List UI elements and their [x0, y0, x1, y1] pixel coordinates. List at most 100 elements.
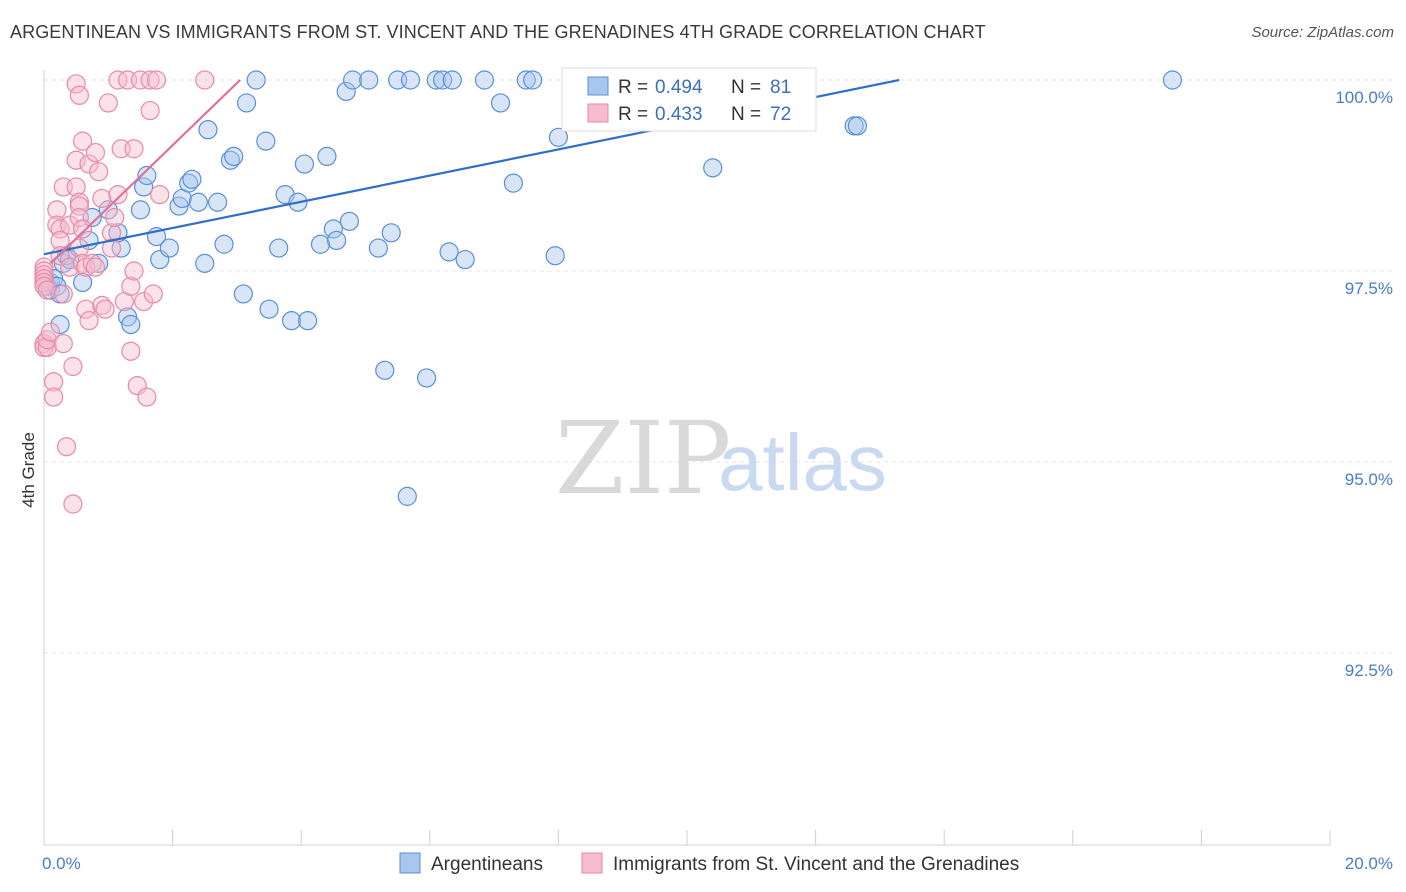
argentineans-point-65	[442, 70, 462, 90]
immigrants-point-61	[124, 139, 144, 159]
immigrants-point-52	[105, 207, 125, 228]
argentineans-point-10	[72, 272, 93, 293]
immigrants-point-36	[72, 219, 93, 239]
argentineans-point-51	[336, 81, 356, 102]
argentineans-point-54	[359, 70, 379, 90]
bottom-legend-immigrants: Immigrants from St. Vincent and the Gren…	[613, 854, 1019, 875]
immigrants-point-9	[37, 337, 57, 357]
argentineans-point-57	[381, 223, 401, 243]
legend-swatch-pink	[587, 103, 609, 123]
argentineans-point-55	[368, 238, 388, 258]
chart-title: ARGENTINEAN VS IMMIGRANTS FROM ST. VINCE…	[10, 22, 986, 42]
immigrants-point-71	[195, 70, 215, 90]
argentineans-point-50	[326, 230, 347, 251]
bottom-legend-swatch-immigrants	[581, 852, 603, 874]
legend-n-value-1: 81	[770, 77, 791, 98]
argentineans-point-67	[474, 70, 495, 90]
immigrants-point-40	[79, 311, 99, 331]
argentineans-point-41	[269, 238, 289, 258]
immigrants-point-11	[40, 322, 61, 342]
immigrants-point-64	[134, 291, 154, 312]
immigrants-point-22	[56, 437, 77, 457]
legend-swatch-blue	[587, 76, 609, 96]
immigrants-point-48	[95, 299, 115, 319]
bottom-legend-swatch-argentineans	[399, 852, 421, 874]
immigrants-point-16	[50, 219, 70, 239]
argentineans-point-32	[208, 192, 228, 212]
immigrants-point-17	[50, 230, 70, 251]
legend-n-label-1: N =	[731, 77, 761, 98]
immigrants-point-58	[121, 341, 141, 361]
argentineans-point-66	[455, 249, 475, 270]
argentineans-point-29	[188, 192, 208, 212]
immigrants-point-21	[53, 284, 73, 304]
argentineans-point-62	[426, 70, 446, 90]
argentineans-point-38	[246, 70, 266, 90]
immigrants-point-45	[89, 162, 109, 182]
immigrants-point-44	[85, 142, 106, 163]
immigrants-point-20	[53, 333, 73, 354]
series-immigrants-points	[34, 70, 215, 514]
argentineans-point-43	[281, 311, 302, 331]
immigrants-point-26	[63, 356, 83, 377]
legend-n-value-2: 72	[770, 104, 791, 125]
watermark-zip: ZIP	[555, 400, 731, 517]
argentineans-point-71	[523, 70, 543, 90]
immigrants-point-13	[44, 387, 64, 407]
immigrants-point-39	[76, 299, 96, 319]
immigrants-trend-line	[49, 79, 241, 265]
argentineans-point-20	[134, 177, 154, 197]
argentineans-point-35	[224, 146, 244, 166]
legend-n-label-2: N =	[731, 104, 761, 125]
argentineans-point-39	[256, 131, 276, 151]
argentineans-point-70	[516, 70, 536, 90]
argentineans-point-14	[98, 200, 118, 220]
argentineans-point-33	[214, 234, 234, 254]
argentineans-point-60	[400, 70, 421, 90]
immigrants-point-24	[60, 257, 80, 277]
x-tick-label-1: 20.0%	[1345, 854, 1393, 873]
argentineans-point-47	[310, 234, 331, 254]
source-credit: Source: ZipAtlas.com	[1251, 24, 1394, 41]
immigrants-point-66	[140, 70, 160, 90]
argentineans-point-64	[439, 242, 459, 262]
argentineans-point-6	[50, 314, 70, 335]
argentineans-point-48	[317, 146, 337, 166]
immigrants-point-25	[63, 494, 83, 514]
immigrants-point-59	[121, 276, 141, 296]
argentineans-point-52	[343, 70, 363, 90]
argentineans-point-79	[847, 116, 867, 136]
argentineans-point-53	[339, 211, 360, 231]
y-axis-label: 4th Grade	[19, 432, 38, 508]
argentineans-point-28	[182, 169, 202, 189]
immigrants-point-47	[92, 188, 112, 209]
immigrants-point-32	[69, 196, 89, 216]
immigrants-point-43	[85, 257, 106, 277]
watermark-atlas: atlas	[718, 418, 887, 507]
argentineans-point-80	[1162, 70, 1183, 90]
immigrants-point-49	[98, 93, 118, 113]
stats-legend: R = 0.494 N = 81 R = 0.433 N = 72	[561, 67, 817, 132]
immigrants-point-65	[137, 387, 157, 407]
argentineans-point-73	[548, 127, 569, 147]
immigrants-point-14	[47, 200, 67, 220]
immigrants-point-62	[130, 70, 151, 90]
argentineans-point-30	[195, 253, 215, 273]
axes	[43, 70, 1331, 846]
immigrants-point-28	[66, 150, 86, 170]
immigrants-point-30	[69, 85, 89, 105]
bottom-legend-argentineans: Argentineans	[431, 854, 543, 875]
immigrants-point-35	[72, 131, 93, 151]
argentineans-point-68	[490, 93, 511, 113]
immigrants-point-29	[66, 177, 86, 197]
argentineans-point-21	[137, 165, 157, 186]
immigrants-point-12	[44, 372, 64, 392]
legend-r-value-2: 0.433	[655, 104, 703, 125]
argentineans-point-59	[397, 486, 417, 506]
argentineans-point-37	[236, 93, 257, 113]
argentineans-point-63	[433, 70, 453, 90]
x-tick-label-0: 0.0%	[42, 854, 81, 873]
immigrants-point-51	[101, 238, 122, 258]
immigrants-point-69	[146, 70, 167, 90]
